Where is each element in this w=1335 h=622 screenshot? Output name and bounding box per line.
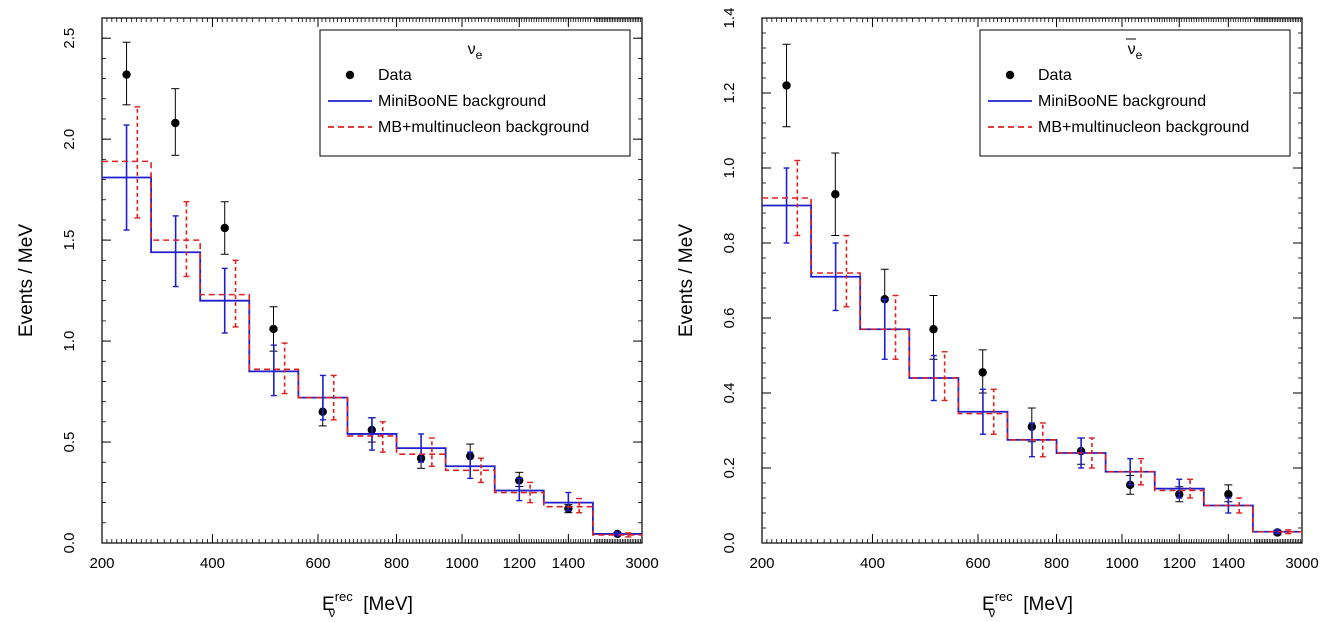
x-tick-label: 400 [200, 555, 225, 572]
y-tick-label: 0.5 [61, 432, 78, 453]
legend-entry-label: MB+multinucleon background [1038, 119, 1249, 136]
data-point [171, 118, 180, 128]
data-point [929, 325, 938, 334]
x-tick-label: 1400 [552, 555, 585, 572]
y-tick-label: 1.5 [61, 230, 78, 251]
chart-panel-nu-e-bar: 200 400 600 800 1000 1200 1400 3000 0.0 0.2 0.4 0.6… [676, 8, 1319, 620]
y-tick-label: 1.4 [721, 8, 738, 29]
y-tick-label: 2.5 [61, 28, 78, 49]
x-tick-label: 1200 [503, 555, 536, 572]
y-tick-label: 1.0 [721, 158, 738, 179]
y-tick-label: 0.2 [721, 458, 738, 479]
x-tick-label: 600 [305, 555, 330, 572]
data-point [1224, 490, 1233, 499]
legend-title: νe [1128, 41, 1143, 62]
data-point [220, 223, 229, 233]
x-tick-label: 800 [1044, 555, 1069, 572]
data-point [122, 70, 131, 79]
legend-entry-label: Data [378, 67, 412, 84]
x-tick-label: 800 [384, 555, 409, 572]
legend-entry-label: MB+multinucleon background [378, 119, 589, 136]
legend-marker-data [345, 70, 355, 80]
legend-entry-label: Data [1038, 67, 1072, 84]
x-tick-label: 1400 [1212, 555, 1245, 572]
y-tick-label: 0.8 [721, 233, 738, 254]
y-axis-title: Events / MeV [676, 224, 697, 337]
legend-marker-data [1005, 70, 1015, 80]
y-tick-label: 2.0 [61, 129, 78, 150]
y-tick-label: 1.2 [721, 83, 738, 104]
plot-frame [761, 17, 1303, 544]
legend-box [319, 29, 631, 157]
y-tick-label: 0.4 [721, 383, 738, 404]
miniboone-step-line [762, 204, 1302, 533]
legend-entry-label: MiniBooNE background [378, 93, 546, 110]
legend-box [979, 29, 1291, 157]
x-tick-label: 200 [749, 555, 774, 572]
y-tick-label: 0.0 [61, 533, 78, 554]
data-point [831, 190, 840, 199]
y-axis-title: Events / MeV [16, 224, 37, 337]
x-tick-label: 1000 [445, 555, 478, 572]
chart-panel-nu-e: 200 400 600 800 1000 1200 1400 3000 0.0 0.5 1.0 1.5… [16, 17, 659, 620]
data-point [269, 324, 278, 334]
mb-multinucleon-step-line [102, 160, 642, 536]
x-tick-label: 600 [965, 555, 990, 572]
x-axis-title: Erec ν [MeV] [322, 589, 413, 620]
x-tick-label: 200 [89, 555, 114, 572]
y-tick-label: 1.0 [61, 331, 78, 352]
x-tick-label: 400 [860, 555, 885, 572]
miniboone-step-line [102, 176, 642, 535]
x-tick-label: 1000 [1105, 555, 1138, 572]
y-tick-label: 0.0 [721, 533, 738, 554]
mb-multinucleon-step-line [762, 197, 1302, 533]
data-point [978, 368, 987, 377]
legend-title: νe [468, 41, 483, 62]
x-tick-label: 1200 [1163, 555, 1196, 572]
x-tick-label: 3000 [625, 555, 658, 572]
x-axis-title: Erec ν [MeV] [982, 589, 1073, 620]
y-tick-label: 0.6 [721, 308, 738, 329]
data-point [782, 81, 791, 90]
x-tick-label: 3000 [1285, 555, 1318, 572]
legend-entry-label: MiniBooNE background [1038, 93, 1206, 110]
